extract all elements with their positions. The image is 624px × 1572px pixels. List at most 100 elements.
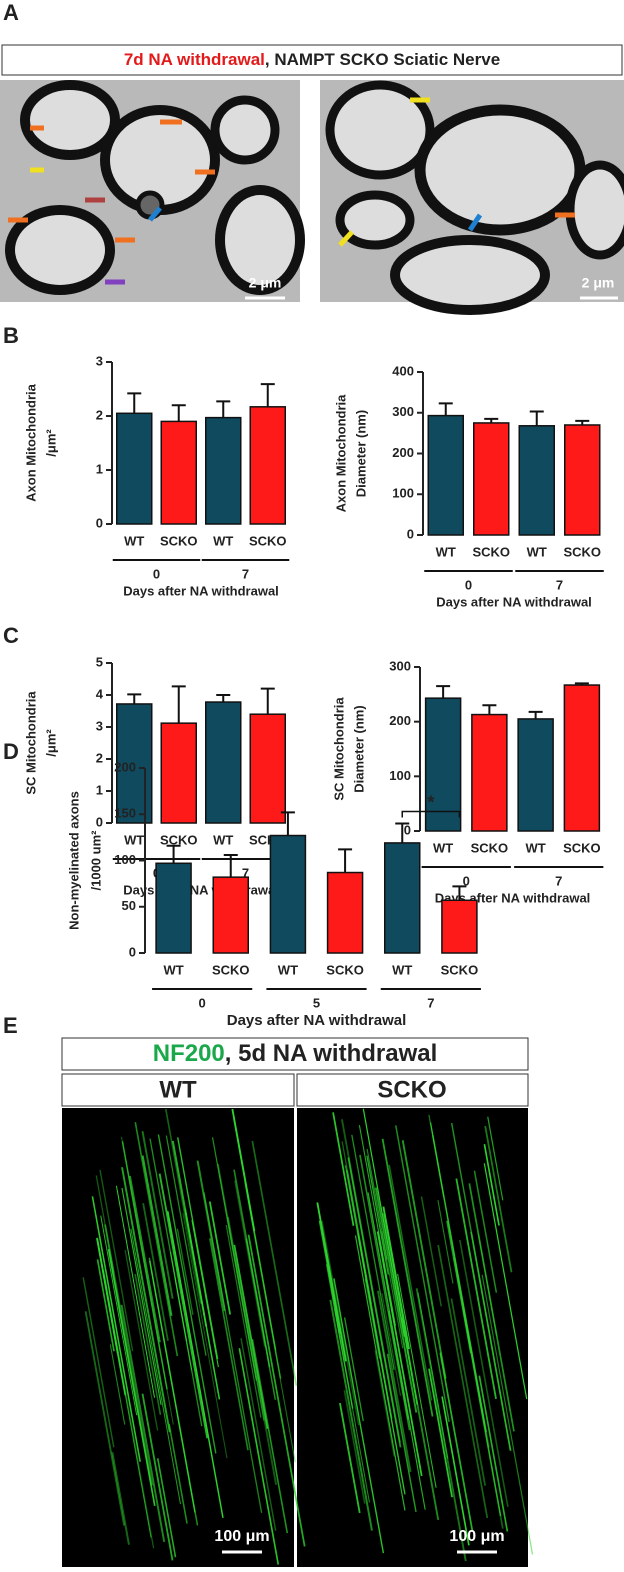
fiber (226, 1216, 278, 1485)
y-tick-label: 100 (114, 852, 136, 867)
fiber (441, 1396, 470, 1546)
bar (517, 718, 554, 832)
fiber (341, 1119, 401, 1443)
x-tick-label: SCKO (563, 840, 601, 855)
fiber (343, 1390, 366, 1504)
error-bar (127, 392, 142, 414)
fiber (109, 1344, 126, 1425)
fiber (233, 1244, 269, 1429)
x-tick-label: SCKO (326, 962, 364, 977)
y-axis-label: Diameter (nm) (351, 705, 366, 792)
fiber (184, 1209, 221, 1400)
x-tick-label: WT (124, 832, 144, 847)
bar (427, 414, 464, 536)
fiber (388, 1164, 433, 1401)
bar (563, 684, 601, 832)
x-axis-label: Days after NA withdrawal (436, 594, 592, 609)
fiber (158, 1173, 209, 1439)
fiber (439, 1352, 474, 1532)
panel-label: D (3, 739, 19, 764)
x-tick-label: WT (124, 533, 144, 548)
error-bar (395, 822, 410, 843)
fiber (251, 1140, 298, 1386)
panel-label: B (3, 323, 19, 348)
fiber (84, 1311, 126, 1526)
y-axis-label: Axon Mitochondria (333, 394, 348, 512)
significance-bracket (401, 810, 461, 818)
y-axis-label: SC Mitochondria (331, 697, 346, 801)
fiber (376, 1231, 423, 1477)
fiber (134, 1274, 162, 1415)
fiber (111, 1451, 130, 1545)
group-label: 0 (199, 995, 206, 1010)
fiber (446, 1220, 472, 1354)
fiber (354, 1235, 406, 1511)
fiber (332, 1112, 355, 1226)
group-label: 7 (555, 873, 562, 888)
x-tick-label: WT (527, 544, 547, 559)
fiber (377, 1290, 412, 1472)
y-axis-label: Diameter (nm) (353, 410, 368, 497)
error-bar (127, 693, 142, 704)
y-tick-label: 50 (122, 898, 136, 913)
fiber (95, 1175, 115, 1273)
fiber (103, 1275, 152, 1538)
fiber (134, 1122, 179, 1357)
bar (441, 899, 478, 954)
scale-bar-label: 100 μm (214, 1528, 269, 1545)
fiber (211, 1137, 257, 1381)
fiber (359, 1154, 411, 1431)
bar (160, 420, 197, 525)
x-tick-label: WT (436, 544, 456, 559)
fiber (481, 1274, 534, 1555)
y-axis-label: Axon Mitochondria (23, 383, 38, 501)
fiber (417, 1292, 449, 1459)
fiber (343, 1317, 364, 1422)
fiber (450, 1122, 512, 1451)
bar (384, 842, 421, 954)
bar (155, 862, 192, 954)
fiber (333, 1278, 385, 1554)
y-axis-label: Non-myelinated axons (66, 791, 81, 930)
error-bar (260, 383, 275, 407)
y-tick-label: 100 (389, 768, 411, 783)
y-tick-label: 200 (389, 713, 411, 728)
y-tick-label: 400 (392, 363, 414, 378)
fiber (99, 1169, 134, 1352)
fiber (165, 1135, 207, 1356)
fiber (191, 1220, 219, 1368)
y-tick-label: 0 (404, 822, 411, 837)
fiber (357, 1233, 406, 1495)
bar (249, 406, 286, 525)
x-axis-label: Days after NA withdrawal (123, 882, 279, 897)
x-tick-label: WT (213, 533, 233, 548)
fiber (382, 1206, 410, 1350)
error-bar (171, 685, 186, 724)
group-label: 7 (242, 865, 249, 880)
fiber (473, 1170, 498, 1293)
fiber (121, 1187, 162, 1405)
y-tick-label: 0 (407, 526, 414, 541)
fiber (321, 1220, 360, 1426)
fiber (115, 1185, 156, 1398)
fiber (233, 1118, 282, 1379)
error-bar (528, 710, 543, 719)
error-bar (529, 410, 544, 426)
error-bar (260, 687, 275, 715)
fiber (455, 1178, 497, 1400)
x-tick-label: WT (433, 840, 453, 855)
fiber (208, 1201, 232, 1315)
scale-bar-label: 2 μm (582, 275, 615, 291)
fiber (351, 1134, 395, 1371)
x-tick-label: SCKO (563, 544, 601, 559)
fiber (381, 1231, 404, 1349)
fiber (121, 1141, 168, 1390)
fiber (428, 1114, 445, 1197)
y-tick-label: 0 (129, 944, 136, 959)
fiber (209, 1238, 249, 1451)
fiber (234, 1180, 266, 1347)
fiber (367, 1192, 426, 1510)
fiber (386, 1353, 417, 1513)
y-tick-label: 300 (389, 658, 411, 673)
